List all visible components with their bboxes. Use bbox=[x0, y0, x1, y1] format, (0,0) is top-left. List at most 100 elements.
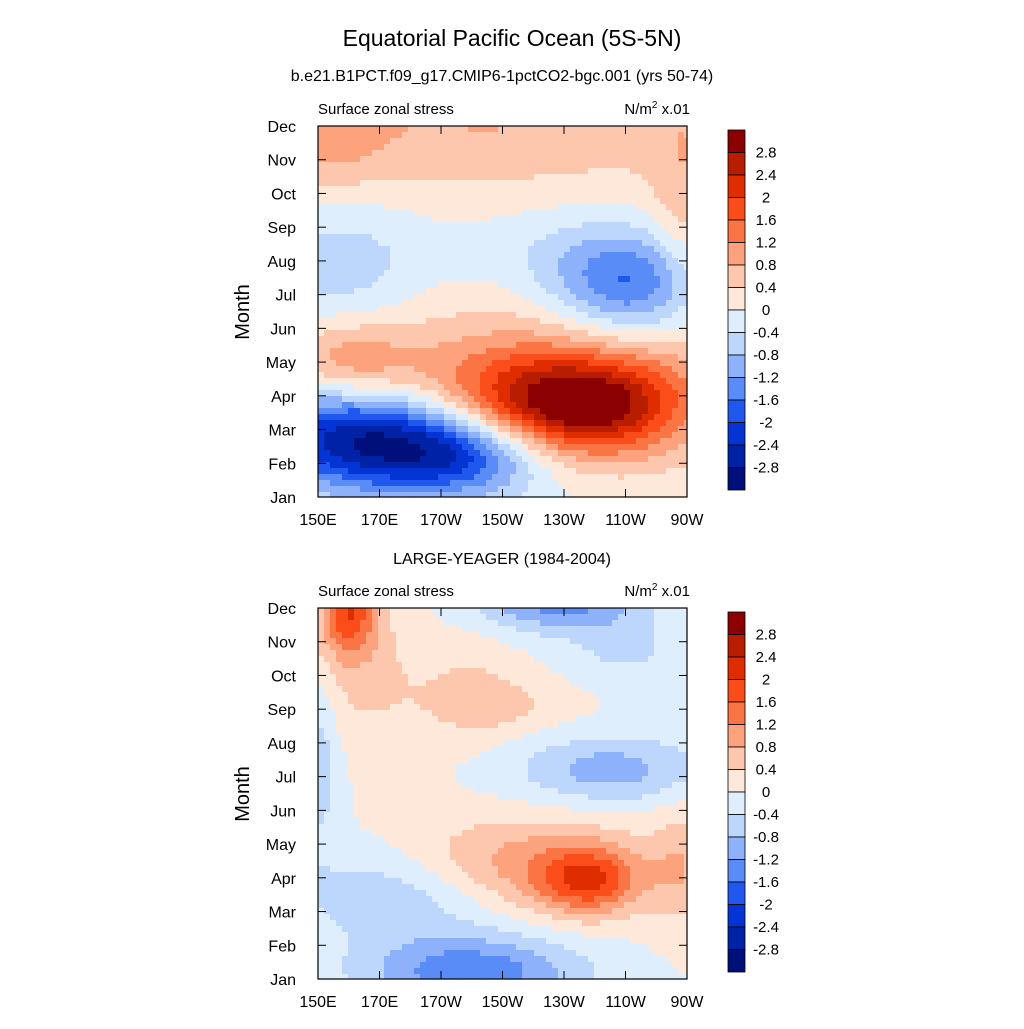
y-tick-label: Jan bbox=[270, 490, 296, 507]
x-tick-label: 170E bbox=[361, 512, 398, 529]
panel-1-colorbar: 2.82.421.61.20.80.40-0.4-0.8-1.2-1.6-2-2… bbox=[728, 130, 779, 490]
colorbar-label: 1.2 bbox=[756, 717, 777, 734]
y-tick-label: Apr bbox=[271, 389, 297, 406]
y-tick-label: Nov bbox=[268, 153, 296, 170]
colorbar-swatch bbox=[728, 837, 745, 860]
panel-2-y-axis-label: Month bbox=[232, 766, 254, 822]
panel-1-y-axis-label: Month bbox=[232, 284, 254, 340]
colorbar-swatch bbox=[728, 220, 745, 243]
colorbar-label: -2.4 bbox=[753, 919, 779, 936]
colorbar-label: 0.4 bbox=[756, 762, 777, 779]
colorbar-swatch bbox=[728, 355, 745, 378]
panel-1-subtitle: b.e21.B1PCT.f09_g17.CMIP6-1pctCO2-bgc.00… bbox=[291, 68, 713, 85]
colorbar-swatch bbox=[728, 445, 745, 468]
x-tick-label: 130W bbox=[543, 994, 586, 1011]
y-tick-label: Mar bbox=[268, 423, 296, 440]
colorbar-swatch bbox=[728, 175, 745, 198]
colorbar-label: 0 bbox=[762, 302, 770, 319]
x-tick-label: 170W bbox=[420, 994, 463, 1011]
y-tick-label: Jan bbox=[270, 972, 296, 989]
y-tick-label: Jul bbox=[276, 288, 296, 305]
x-tick-label: 170W bbox=[420, 512, 463, 529]
y-tick-label: Mar bbox=[268, 905, 296, 922]
y-tick-label: Aug bbox=[268, 736, 296, 753]
colorbar-label: -1.6 bbox=[753, 392, 779, 409]
x-tick-label: 130W bbox=[543, 512, 586, 529]
y-tick-label: Nov bbox=[268, 635, 296, 652]
y-tick-label: Oct bbox=[271, 186, 296, 203]
colorbar-swatch bbox=[728, 130, 745, 153]
colorbar-swatch bbox=[728, 265, 745, 288]
panel-1-variable-label: Surface zonal stress bbox=[318, 101, 454, 118]
colorbar-label: 0.8 bbox=[756, 739, 777, 756]
x-tick-label: 150W bbox=[482, 994, 525, 1011]
y-tick-label: Aug bbox=[268, 254, 296, 271]
y-tick-label: Dec bbox=[268, 119, 296, 136]
panel-2-units-label: N/m2 x.01 bbox=[624, 582, 690, 600]
x-tick-label: 90W bbox=[671, 512, 705, 529]
panel-2-variable-label: Surface zonal stress bbox=[318, 583, 454, 600]
panel-2: LARGE-YEAGER (1984-2004) Surface zonal s… bbox=[232, 551, 704, 1011]
y-tick-label: May bbox=[266, 355, 296, 372]
colorbar-label: -2 bbox=[759, 897, 772, 914]
colorbar-swatch bbox=[728, 770, 745, 793]
x-tick-label: 150W bbox=[482, 512, 525, 529]
colorbar-label: -2.8 bbox=[753, 460, 779, 477]
colorbar-label: 1.6 bbox=[756, 694, 777, 711]
colorbar-swatch bbox=[728, 702, 745, 725]
x-tick-label: 150E bbox=[299, 512, 336, 529]
colorbar-label: 0.8 bbox=[756, 257, 777, 274]
colorbar-label: -1.6 bbox=[753, 874, 779, 891]
x-tick-label: 110W bbox=[605, 994, 647, 1011]
y-tick-label: Dec bbox=[268, 601, 296, 618]
colorbar-label: -2 bbox=[759, 415, 772, 432]
colorbar-swatch bbox=[728, 725, 745, 748]
y-tick-label: Apr bbox=[271, 871, 297, 888]
y-tick-label: Jun bbox=[270, 321, 296, 338]
colorbar-swatch bbox=[728, 468, 745, 491]
colorbar-label: 0 bbox=[762, 784, 770, 801]
y-tick-label: Feb bbox=[268, 456, 296, 473]
colorbar-swatch bbox=[728, 400, 745, 423]
colorbar-swatch bbox=[728, 815, 745, 838]
colorbar-label: 2.8 bbox=[756, 145, 777, 162]
colorbar-swatch bbox=[728, 612, 745, 635]
colorbar-label: 1.2 bbox=[756, 235, 777, 252]
x-tick-label: 90W bbox=[671, 994, 705, 1011]
colorbar-swatch bbox=[728, 747, 745, 770]
y-tick-label: Jun bbox=[270, 803, 296, 820]
y-tick-label: Sep bbox=[268, 702, 297, 719]
colorbar-label: -0.8 bbox=[753, 829, 779, 846]
y-tick-label: Jul bbox=[276, 770, 296, 787]
colorbar-swatch bbox=[728, 243, 745, 266]
colorbar-label: -0.8 bbox=[753, 347, 779, 364]
colorbar-label: -2.4 bbox=[753, 437, 779, 454]
panel-2-subtitle: LARGE-YEAGER (1984-2004) bbox=[393, 551, 611, 568]
figure-title: Equatorial Pacific Ocean (5S-5N) bbox=[343, 25, 682, 51]
colorbar-swatch bbox=[728, 153, 745, 176]
colorbar-swatch bbox=[728, 680, 745, 703]
colorbar-swatch bbox=[728, 198, 745, 221]
x-tick-label: 170E bbox=[361, 994, 398, 1011]
colorbar-swatch bbox=[728, 378, 745, 401]
colorbar-swatch bbox=[728, 423, 745, 446]
colorbar-swatch bbox=[728, 635, 745, 658]
colorbar-swatch bbox=[728, 860, 745, 883]
panel-2-colorbar: 2.82.421.61.20.80.40-0.4-0.8-1.2-1.6-2-2… bbox=[728, 612, 779, 972]
colorbar-label: -0.4 bbox=[753, 325, 779, 342]
x-tick-label: 150E bbox=[299, 994, 336, 1011]
panel-1-contour-field bbox=[318, 126, 688, 498]
colorbar-label: -2.8 bbox=[753, 942, 779, 959]
y-tick-label: Oct bbox=[271, 668, 296, 685]
x-tick-label: 110W bbox=[605, 512, 647, 529]
colorbar-swatch bbox=[728, 657, 745, 680]
colorbar-swatch bbox=[728, 882, 745, 905]
colorbar-swatch bbox=[728, 792, 745, 815]
colorbar-swatch bbox=[728, 310, 745, 333]
colorbar-label: -0.4 bbox=[753, 807, 779, 824]
y-tick-label: May bbox=[266, 837, 296, 854]
y-tick-label: Feb bbox=[268, 938, 296, 955]
colorbar-swatch bbox=[728, 288, 745, 311]
